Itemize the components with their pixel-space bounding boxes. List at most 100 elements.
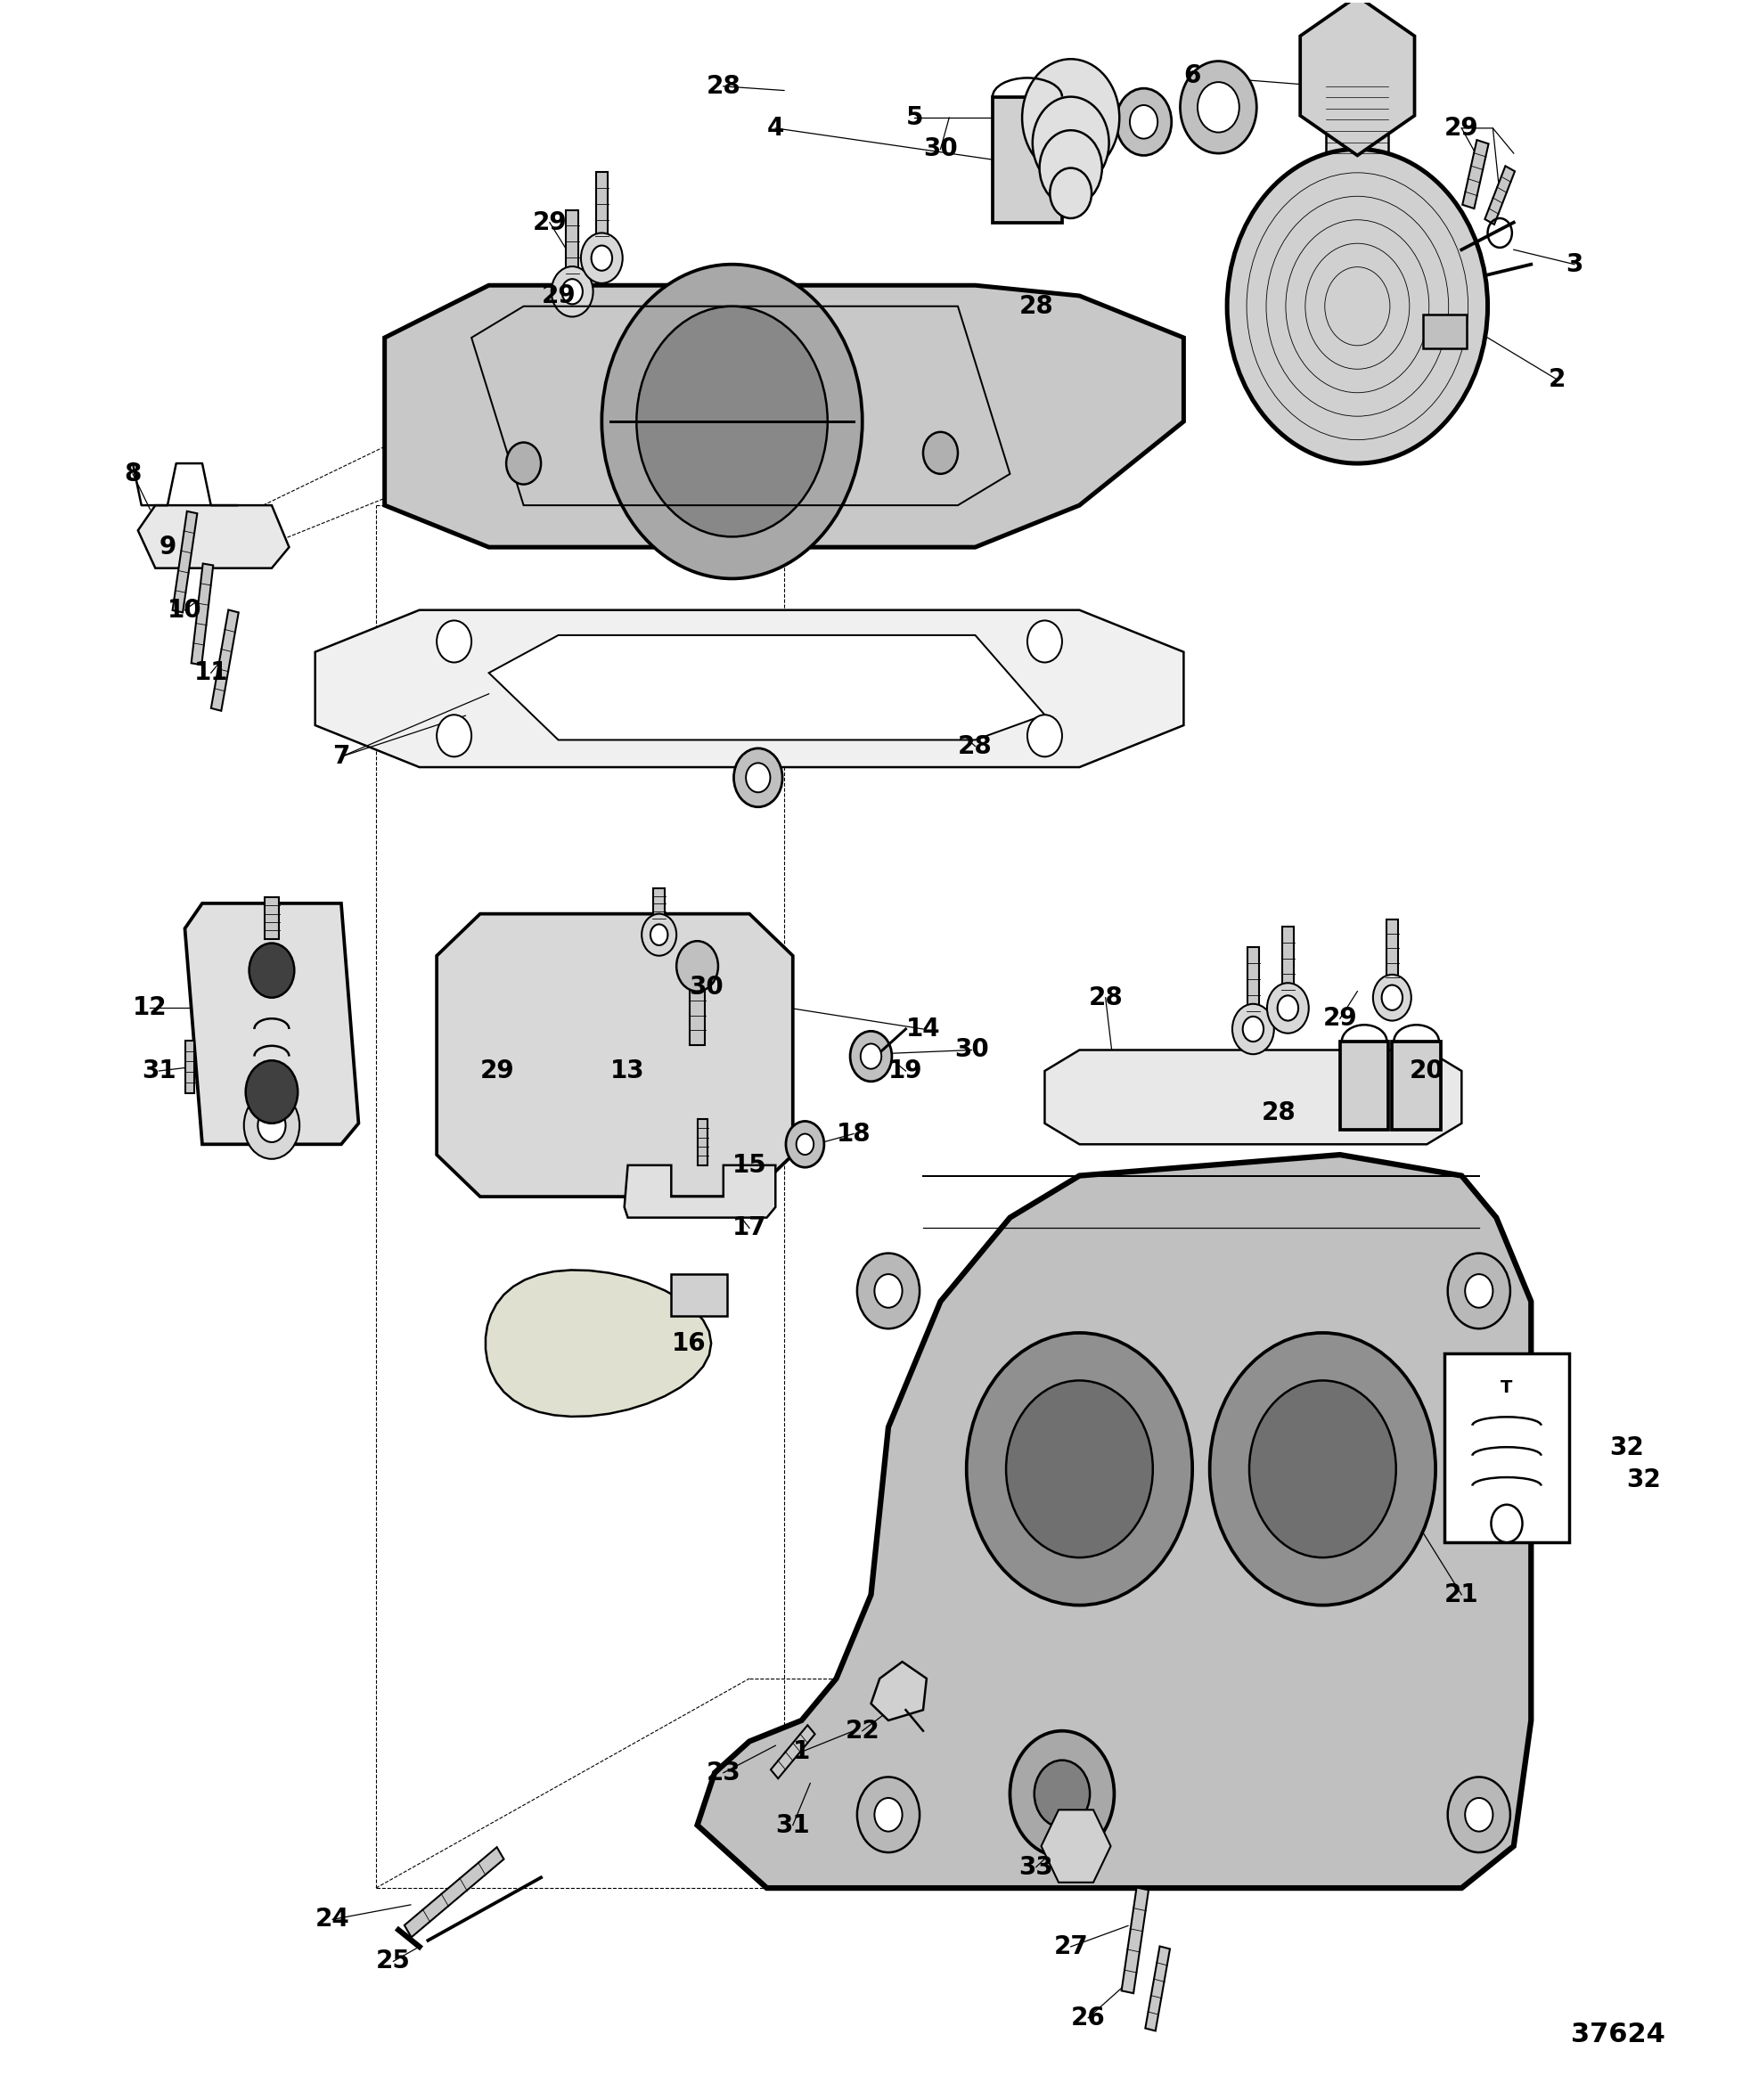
Text: 29: 29	[481, 1058, 514, 1084]
Circle shape	[1448, 1254, 1510, 1329]
Polygon shape	[653, 888, 665, 926]
Polygon shape	[1122, 1888, 1148, 1993]
Polygon shape	[596, 172, 608, 252]
Text: 2: 2	[1549, 368, 1566, 393]
Text: 28: 28	[958, 733, 993, 758]
Text: 5: 5	[906, 105, 923, 130]
Text: 3: 3	[1566, 252, 1583, 277]
Text: 8: 8	[124, 462, 141, 487]
Polygon shape	[437, 914, 793, 1197]
Circle shape	[1007, 1380, 1153, 1558]
Circle shape	[1266, 983, 1308, 1033]
Circle shape	[580, 233, 622, 284]
Circle shape	[796, 1134, 814, 1155]
Text: 29: 29	[533, 210, 566, 235]
Circle shape	[1040, 130, 1103, 206]
Text: 33: 33	[1019, 1854, 1054, 1880]
Circle shape	[1491, 1504, 1523, 1541]
Circle shape	[1050, 168, 1092, 218]
Circle shape	[563, 279, 582, 304]
Circle shape	[857, 1777, 920, 1852]
Polygon shape	[770, 1726, 815, 1779]
Circle shape	[1242, 1016, 1263, 1042]
Polygon shape	[192, 563, 213, 666]
Text: 28: 28	[1089, 985, 1124, 1010]
Text: 17: 17	[732, 1216, 766, 1241]
Text: 4: 4	[766, 116, 784, 141]
Circle shape	[1249, 1380, 1395, 1558]
Text: 12: 12	[132, 995, 167, 1021]
Text: 31: 31	[141, 1058, 176, 1084]
Polygon shape	[1484, 166, 1516, 225]
Text: 23: 23	[706, 1760, 740, 1785]
Text: 14: 14	[906, 1016, 941, 1042]
Circle shape	[641, 914, 676, 956]
Circle shape	[650, 924, 667, 945]
Circle shape	[244, 1092, 300, 1159]
Polygon shape	[138, 506, 289, 569]
Polygon shape	[186, 1042, 195, 1092]
Text: 28: 28	[1019, 294, 1054, 319]
Polygon shape	[1247, 947, 1259, 1027]
Text: 10: 10	[167, 598, 202, 622]
Circle shape	[1277, 995, 1298, 1021]
Circle shape	[1035, 1760, 1090, 1827]
Polygon shape	[1045, 1050, 1462, 1144]
Text: 30: 30	[923, 137, 958, 162]
Polygon shape	[315, 609, 1183, 767]
Bar	[671, 1275, 726, 1317]
Circle shape	[967, 1334, 1192, 1604]
Polygon shape	[1300, 0, 1415, 155]
Polygon shape	[871, 1661, 927, 1720]
Text: 30: 30	[688, 974, 723, 1000]
Text: 15: 15	[732, 1153, 766, 1178]
Polygon shape	[1463, 141, 1489, 208]
Circle shape	[552, 267, 592, 317]
Polygon shape	[490, 634, 1045, 739]
Circle shape	[874, 1275, 902, 1308]
Text: 26: 26	[1071, 2006, 1106, 2031]
Text: 31: 31	[775, 1812, 810, 1838]
Text: 37624: 37624	[1571, 2022, 1665, 2048]
Polygon shape	[1387, 920, 1399, 993]
Circle shape	[507, 443, 542, 485]
Circle shape	[249, 943, 294, 998]
Text: 20: 20	[1409, 1058, 1444, 1084]
Circle shape	[1232, 1004, 1273, 1054]
Text: 11: 11	[193, 659, 228, 685]
Text: 9: 9	[159, 536, 176, 561]
Circle shape	[636, 307, 827, 538]
Text: 32: 32	[1610, 1436, 1644, 1459]
Polygon shape	[1042, 1810, 1111, 1882]
Circle shape	[874, 1798, 902, 1831]
Circle shape	[861, 1044, 881, 1069]
Text: 29: 29	[1444, 116, 1479, 141]
Text: T: T	[1502, 1380, 1512, 1396]
Polygon shape	[1282, 926, 1294, 1006]
Polygon shape	[385, 286, 1183, 548]
Polygon shape	[697, 1119, 707, 1166]
Circle shape	[676, 941, 718, 991]
Circle shape	[857, 1254, 920, 1329]
Bar	[1423, 315, 1467, 349]
Circle shape	[733, 748, 782, 806]
Circle shape	[746, 762, 770, 792]
Circle shape	[1010, 1730, 1115, 1856]
Polygon shape	[1144, 1947, 1171, 2031]
Text: 27: 27	[1054, 1934, 1089, 1959]
Circle shape	[923, 433, 958, 475]
Circle shape	[1131, 105, 1158, 139]
Bar	[1444, 1355, 1570, 1541]
Text: 24: 24	[315, 1907, 350, 1932]
Text: 28: 28	[1261, 1100, 1296, 1126]
Circle shape	[246, 1061, 298, 1124]
Polygon shape	[486, 1270, 711, 1418]
Text: 28: 28	[706, 74, 740, 99]
Circle shape	[437, 620, 472, 662]
Text: 1: 1	[793, 1739, 810, 1764]
Circle shape	[786, 1121, 824, 1168]
Circle shape	[1197, 82, 1239, 132]
Circle shape	[1179, 61, 1256, 153]
Circle shape	[1028, 620, 1063, 662]
Circle shape	[437, 714, 472, 756]
